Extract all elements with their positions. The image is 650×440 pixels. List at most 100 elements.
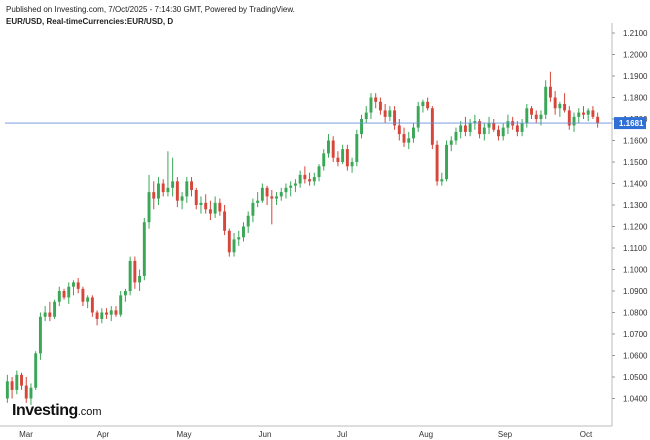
candle-body	[204, 202, 208, 210]
logo-domain: .com	[77, 406, 102, 418]
candle-body	[123, 291, 127, 296]
candle-body	[402, 134, 406, 143]
candle-body	[138, 275, 142, 283]
candle-body	[293, 183, 297, 186]
symbol-title: EUR/USD, Real-timeCurrencies:EUR/USD, D	[6, 17, 174, 26]
candle-body	[426, 101, 430, 109]
candle-body	[430, 108, 434, 145]
candle-body	[497, 129, 500, 137]
candle-body	[100, 312, 104, 319]
candle-body	[199, 202, 203, 205]
candle-body	[227, 230, 231, 253]
candle-body	[223, 211, 227, 231]
candle-body	[312, 177, 316, 182]
candles-layer	[5, 71, 600, 405]
candle-body	[421, 101, 425, 107]
candle-body	[298, 174, 302, 184]
candle-body	[246, 215, 250, 227]
candle-body	[43, 312, 47, 317]
candle-body	[388, 110, 392, 117]
y-tick-label: 1.1200	[623, 223, 648, 232]
x-tick-label: Mar	[19, 430, 33, 439]
candle-body	[355, 134, 359, 162]
candle-body	[213, 202, 217, 214]
candle-body	[327, 140, 330, 154]
candle-body	[577, 112, 581, 117]
candle-body	[147, 192, 151, 223]
candle-body	[119, 295, 123, 315]
candle-body	[284, 187, 288, 193]
x-tick-label: May	[176, 430, 191, 439]
candle-body	[478, 121, 482, 135]
candle-body	[29, 387, 33, 399]
candle-body	[237, 237, 241, 240]
y-tick-label: 1.0800	[623, 309, 648, 318]
candle-body	[190, 181, 193, 190]
y-tick-label: 1.1600	[623, 137, 648, 146]
candle-body	[95, 312, 99, 319]
candle-body	[289, 185, 293, 188]
candle-body	[109, 310, 113, 315]
candle-body	[20, 374, 23, 386]
candle-body	[57, 291, 61, 302]
candle-body	[506, 121, 510, 128]
candle-body	[487, 123, 491, 128]
y-tick-label: 1.0400	[623, 395, 648, 404]
candle-body	[161, 183, 165, 193]
candle-body	[473, 121, 477, 124]
y-tick-label: 1.1900	[623, 72, 648, 81]
y-tick-label: 1.1800	[623, 94, 648, 103]
candle-body	[5, 381, 9, 399]
candle-body	[586, 110, 590, 115]
candle-body	[548, 86, 552, 98]
candle-body	[242, 226, 245, 238]
candle-body	[539, 114, 543, 119]
candle-body	[492, 123, 496, 130]
candle-body	[265, 187, 269, 197]
candle-body	[157, 183, 160, 199]
y-tick-label: 1.1000	[623, 266, 648, 275]
candle-body	[317, 166, 321, 178]
candle-body	[48, 312, 52, 317]
candle-body	[378, 101, 382, 111]
candle-body	[397, 125, 401, 135]
x-axis-ticks: Mar Apr May Jun Jul Aug Sep Oct	[19, 430, 593, 439]
candle-body	[38, 316, 42, 354]
candle-body	[171, 181, 175, 188]
y-tick-label: 1.1100	[623, 244, 647, 253]
y-tick-label: 1.0500	[623, 373, 648, 382]
candle-body	[251, 202, 255, 216]
candle-body	[463, 125, 467, 132]
candle-body	[72, 282, 75, 287]
candle-body	[152, 192, 156, 199]
candle-body	[208, 209, 212, 214]
candle-body	[142, 222, 146, 276]
candle-body	[275, 196, 278, 199]
candle-body	[175, 181, 179, 201]
candle-body	[558, 103, 562, 109]
candle-body	[374, 97, 378, 102]
candle-body	[128, 260, 132, 291]
candle-body	[591, 110, 595, 117]
published-note: Published on Investing.com, 7/Oct/2025 -…	[6, 5, 295, 14]
candle-body	[24, 385, 28, 399]
candle-body	[105, 312, 108, 315]
candle-body	[435, 144, 439, 182]
candle-body	[572, 116, 576, 126]
y-tick-label: 1.1400	[623, 180, 648, 189]
candle-body	[81, 288, 85, 302]
candle-body	[525, 108, 529, 124]
candle-body	[34, 353, 38, 388]
candle-body	[10, 381, 14, 390]
candle-body	[331, 140, 335, 158]
candle-body	[166, 187, 170, 193]
candle-body	[341, 149, 345, 162]
candle-body	[270, 196, 274, 199]
candle-body	[383, 110, 387, 117]
candle-body	[322, 153, 326, 167]
candle-body	[563, 103, 567, 111]
x-tick-label: Apr	[97, 430, 110, 439]
candle-body	[440, 179, 444, 182]
x-tick-label: Oct	[580, 430, 593, 439]
logo-name: Investing	[12, 402, 78, 419]
